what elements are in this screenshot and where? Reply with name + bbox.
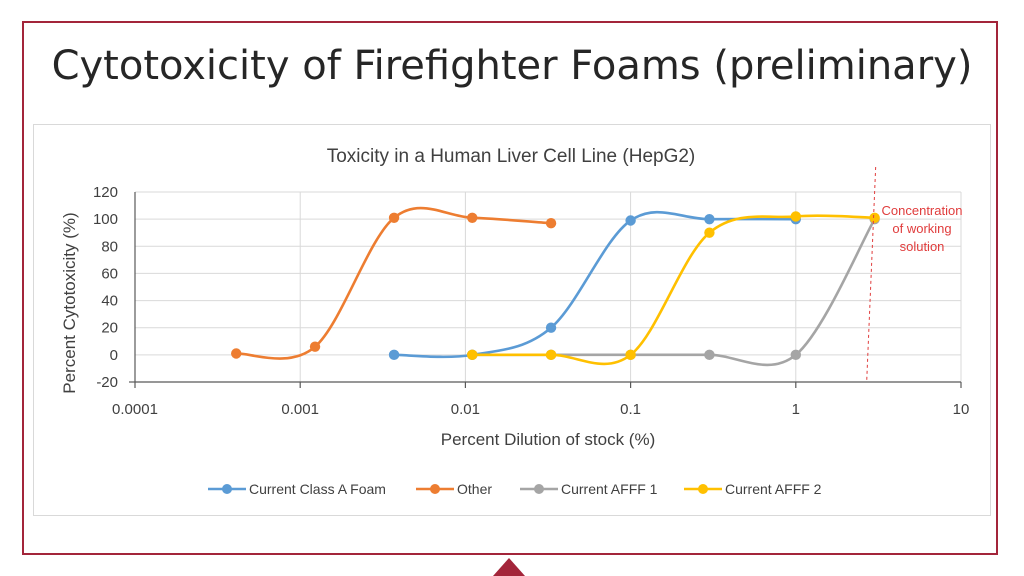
legend: Current Class A Foam Other Current AFFF 1 C…: [208, 481, 822, 497]
working-solution-line: [866, 166, 877, 383]
data-point: [704, 349, 715, 361]
y-tick-label: 0: [110, 347, 118, 364]
data-point: [231, 348, 242, 359]
x-tick-label: 0.0001: [112, 401, 158, 418]
legend-item: Current AFFF 2: [684, 481, 822, 497]
legend-item: Other: [416, 481, 492, 497]
legend-label: Other: [457, 481, 492, 497]
data-point: [545, 349, 557, 361]
chart-title: Toxicity in a Human Liver Cell Line (Hep…: [327, 146, 696, 167]
series-line-current-class-a-foam: [394, 210, 796, 359]
working-solution-annotation: solution: [900, 239, 945, 254]
slide-frame: [22, 21, 998, 555]
annotation-layer: Concentration of working solution: [866, 166, 963, 383]
data-point: [545, 218, 557, 229]
x-tick-label: 0.001: [281, 401, 319, 418]
x-tick-label: 0.1: [620, 401, 641, 418]
series-current-afff-2: [467, 211, 880, 366]
data-point: [790, 349, 801, 361]
legend-swatch-marker: [430, 484, 440, 494]
series-line-other: [236, 206, 552, 360]
x-tick-label: 0.01: [451, 401, 480, 418]
x-tick-label: 10: [953, 401, 970, 418]
chart-container: [33, 124, 991, 516]
data-point: [388, 212, 400, 223]
legend-label: Current AFFF 2: [725, 481, 822, 497]
data-point: [869, 212, 880, 223]
series-line-current-afff-1: [472, 218, 876, 367]
data-point: [625, 349, 636, 361]
axes: -20 0 20 40 60 80 100 120 0.0001 0.001 0.01 0.1 1 10: [93, 184, 969, 418]
y-axis-label: Percent Cytotoxicity (%): [60, 212, 79, 393]
data-point: [704, 227, 715, 238]
data-point: [625, 215, 636, 226]
x-tick-label: 1: [792, 401, 800, 418]
series-line-current-afff-2: [472, 214, 875, 366]
y-tick-label: 80: [101, 238, 118, 255]
data-point: [704, 213, 715, 225]
y-tick-label: -20: [96, 374, 118, 391]
data-point: [467, 212, 478, 223]
data-point: [790, 211, 801, 222]
slide-title: Cytotoxicity of Firefighter Foams (preli…: [51, 43, 973, 89]
series-layer: [231, 206, 880, 367]
next-slide-triangle-icon[interactable]: [493, 558, 525, 576]
legend-swatch-marker: [534, 484, 544, 494]
series-other: [231, 206, 557, 360]
data-point: [467, 349, 478, 361]
x-axis-label: Percent Dilution of stock (%): [441, 430, 655, 449]
y-tick-label: 40: [101, 293, 118, 310]
legend-label: Current AFFF 1: [561, 481, 658, 497]
working-solution-annotation: Concentration: [882, 203, 963, 218]
data-point: [545, 322, 557, 333]
y-tick-label: 20: [101, 320, 118, 337]
series-current-class-a-foam: [388, 210, 801, 361]
y-tick-label: 100: [93, 211, 118, 228]
legend-item: Current AFFF 1: [520, 481, 658, 497]
y-tick-label: 60: [101, 265, 118, 282]
legend-swatch-marker: [698, 484, 708, 494]
legend-item: Current Class A Foam: [208, 481, 386, 497]
working-solution-annotation: of working: [892, 221, 951, 236]
legend-label: Current Class A Foam: [249, 481, 386, 497]
data-point: [309, 341, 321, 352]
y-tick-label: 120: [93, 184, 118, 201]
legend-swatch-marker: [222, 484, 232, 494]
data-point: [388, 349, 400, 361]
